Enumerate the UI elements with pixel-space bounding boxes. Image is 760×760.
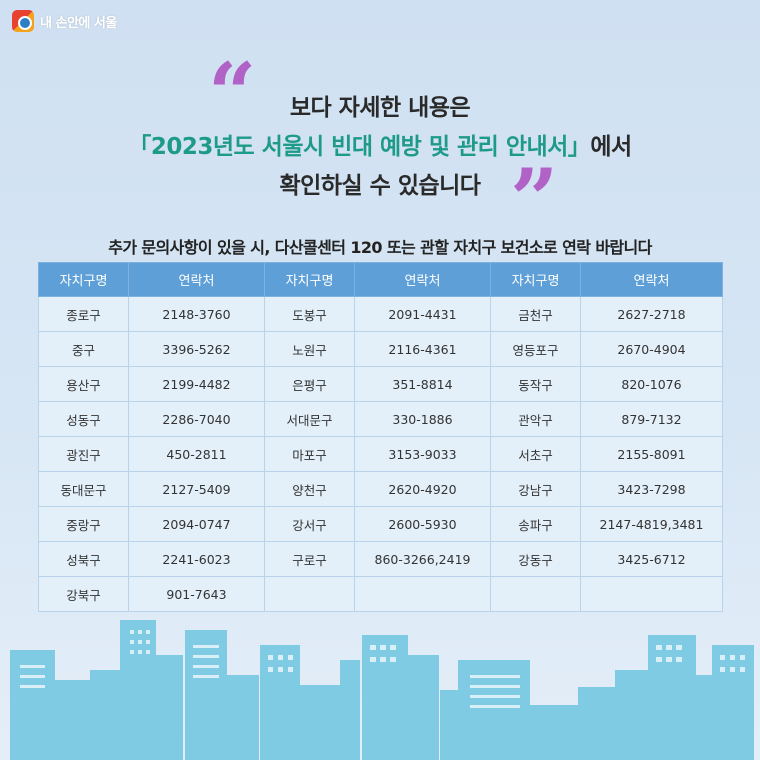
- open-quote-icon: “: [208, 44, 257, 143]
- guide-title: 「2023년도 서울시 빈대 예방 및 관리 안내서」: [128, 134, 591, 160]
- contact-notice: 추가 문의사항이 있을 시, 다산콜센터 120 또는 관할 자치구 보건소로 …: [108, 238, 652, 257]
- district-name-cell: 강서구: [264, 506, 355, 542]
- phone-number-cell: 2627-2718: [580, 296, 723, 332]
- headline-line-1: 보다 자세한 내용은: [289, 95, 471, 121]
- district-name-cell: 종로구: [38, 296, 129, 332]
- table-row: 종로구 2148-3760 도봉구 2091-4431 금천구 2627-2718: [38, 296, 723, 332]
- district-contact-table: 자치구명 연락처 자치구명 연락처 자치구명 연락처 종로구 2148-3760 도…: [38, 262, 723, 612]
- headline-line-3: 확인하실 수 있습니다: [279, 173, 481, 199]
- phone-number-cell: 2147-4819,3481: [580, 506, 723, 542]
- table-row: 광진구 450-2811 마포구 3153-9033 서초구 2155-8091: [38, 436, 723, 472]
- district-name-cell: 영등포구: [490, 331, 581, 367]
- table-row: 강북구 901-7643: [38, 576, 723, 612]
- district-name-cell: 강동구: [490, 541, 581, 577]
- district-name-cell: 노원구: [264, 331, 355, 367]
- column-header: 연락처: [354, 262, 491, 297]
- brand: 내 손안에 서울: [12, 10, 117, 32]
- phone-number-cell: 2148-3760: [128, 296, 265, 332]
- column-header: 자치구명: [490, 262, 581, 297]
- phone-number-cell: 879-7132: [580, 401, 723, 437]
- district-name-cell: 도봉구: [264, 296, 355, 332]
- phone-number-cell: 2670-4904: [580, 331, 723, 367]
- column-header: 연락처: [580, 262, 723, 297]
- phone-number-cell: 351-8814: [354, 366, 491, 402]
- city-skyline-illustration: [10, 620, 754, 760]
- district-name-cell: 동작구: [490, 366, 581, 402]
- phone-number-cell: 2094-0747: [128, 506, 265, 542]
- district-name-cell: 동대문구: [38, 471, 129, 507]
- table-row: 동대문구 2127-5409 양천구 2620-4920 강남구 3423-7298: [38, 471, 723, 507]
- district-name-cell: 마포구: [264, 436, 355, 472]
- district-name-cell: 광진구: [38, 436, 129, 472]
- phone-number-cell: 450-2811: [128, 436, 265, 472]
- close-quote-icon: ”: [510, 150, 559, 249]
- phone-number-cell: 2620-4920: [354, 471, 491, 507]
- district-name-cell: 서초구: [490, 436, 581, 472]
- phone-number-cell: 3425-6712: [580, 541, 723, 577]
- district-name-cell: 성동구: [38, 401, 129, 437]
- phone-number-cell: 2127-5409: [128, 471, 265, 507]
- table-row: 성동구 2286-7040 서대문구 330-1886 관악구 879-7132: [38, 401, 723, 437]
- table-body: 종로구 2148-3760 도봉구 2091-4431 금천구 2627-2718 중구 33…: [38, 296, 723, 612]
- phone-number-cell: 3423-7298: [580, 471, 723, 507]
- column-header: 자치구명: [264, 262, 355, 297]
- phone-number-cell: 3153-9033: [354, 436, 491, 472]
- brand-name: 내 손안에 서울: [40, 15, 117, 31]
- district-name-cell: 송파구: [490, 506, 581, 542]
- district-name-cell: 성북구: [38, 541, 129, 577]
- phone-number-cell: 3396-5262: [128, 331, 265, 367]
- district-name-cell: 중랑구: [38, 506, 129, 542]
- phone-number-cell: 2286-7040: [128, 401, 265, 437]
- phone-number-cell: 860-3266,2419: [354, 541, 491, 577]
- phone-number-cell: 330-1886: [354, 401, 491, 437]
- district-name-cell: 관악구: [490, 401, 581, 437]
- phone-number-cell: 2116-4361: [354, 331, 491, 367]
- table-row: 용산구 2199-4482 은평구 351-8814 동작구 820-1076: [38, 366, 723, 402]
- district-name-cell: [264, 576, 355, 612]
- district-name-cell: 용산구: [38, 366, 129, 402]
- district-name-cell: 은평구: [264, 366, 355, 402]
- district-name-cell: 금천구: [490, 296, 581, 332]
- district-name-cell: 서대문구: [264, 401, 355, 437]
- district-name-cell: 중구: [38, 331, 129, 367]
- column-header: 연락처: [128, 262, 265, 297]
- table-row: 중구 3396-5262 노원구 2116-4361 영등포구 2670-4904: [38, 331, 723, 367]
- phone-number-cell: 901-7643: [128, 576, 265, 612]
- district-name-cell: 강북구: [38, 576, 129, 612]
- phone-number-cell: 2199-4482: [128, 366, 265, 402]
- district-name-cell: 강남구: [490, 471, 581, 507]
- table-row: 성북구 2241-6023 구로구 860-3266,2419 강동구 3425-6712: [38, 541, 723, 577]
- phone-number-cell: 820-1076: [580, 366, 723, 402]
- headline-line-2: 「2023년도 서울시 빈대 예방 및 관리 안내서」에서: [0, 127, 760, 161]
- column-header: 자치구명: [38, 262, 129, 297]
- table-header-row: 자치구명 연락처 자치구명 연락처 자치구명 연락처: [38, 262, 723, 297]
- phone-number-cell: [354, 576, 491, 612]
- phone-number-cell: 2600-5930: [354, 506, 491, 542]
- phone-number-cell: 2155-8091: [580, 436, 723, 472]
- phone-number-cell: [580, 576, 723, 612]
- district-name-cell: [490, 576, 581, 612]
- district-name-cell: 양천구: [264, 471, 355, 507]
- headline-line-2-suffix: 에서: [590, 134, 632, 160]
- table-row: 중랑구 2094-0747 강서구 2600-5930 송파구 2147-4819,348…: [38, 506, 723, 542]
- district-name-cell: 구로구: [264, 541, 355, 577]
- phone-number-cell: 2091-4431: [354, 296, 491, 332]
- phone-number-cell: 2241-6023: [128, 541, 265, 577]
- seoul-logo-icon: [12, 10, 34, 32]
